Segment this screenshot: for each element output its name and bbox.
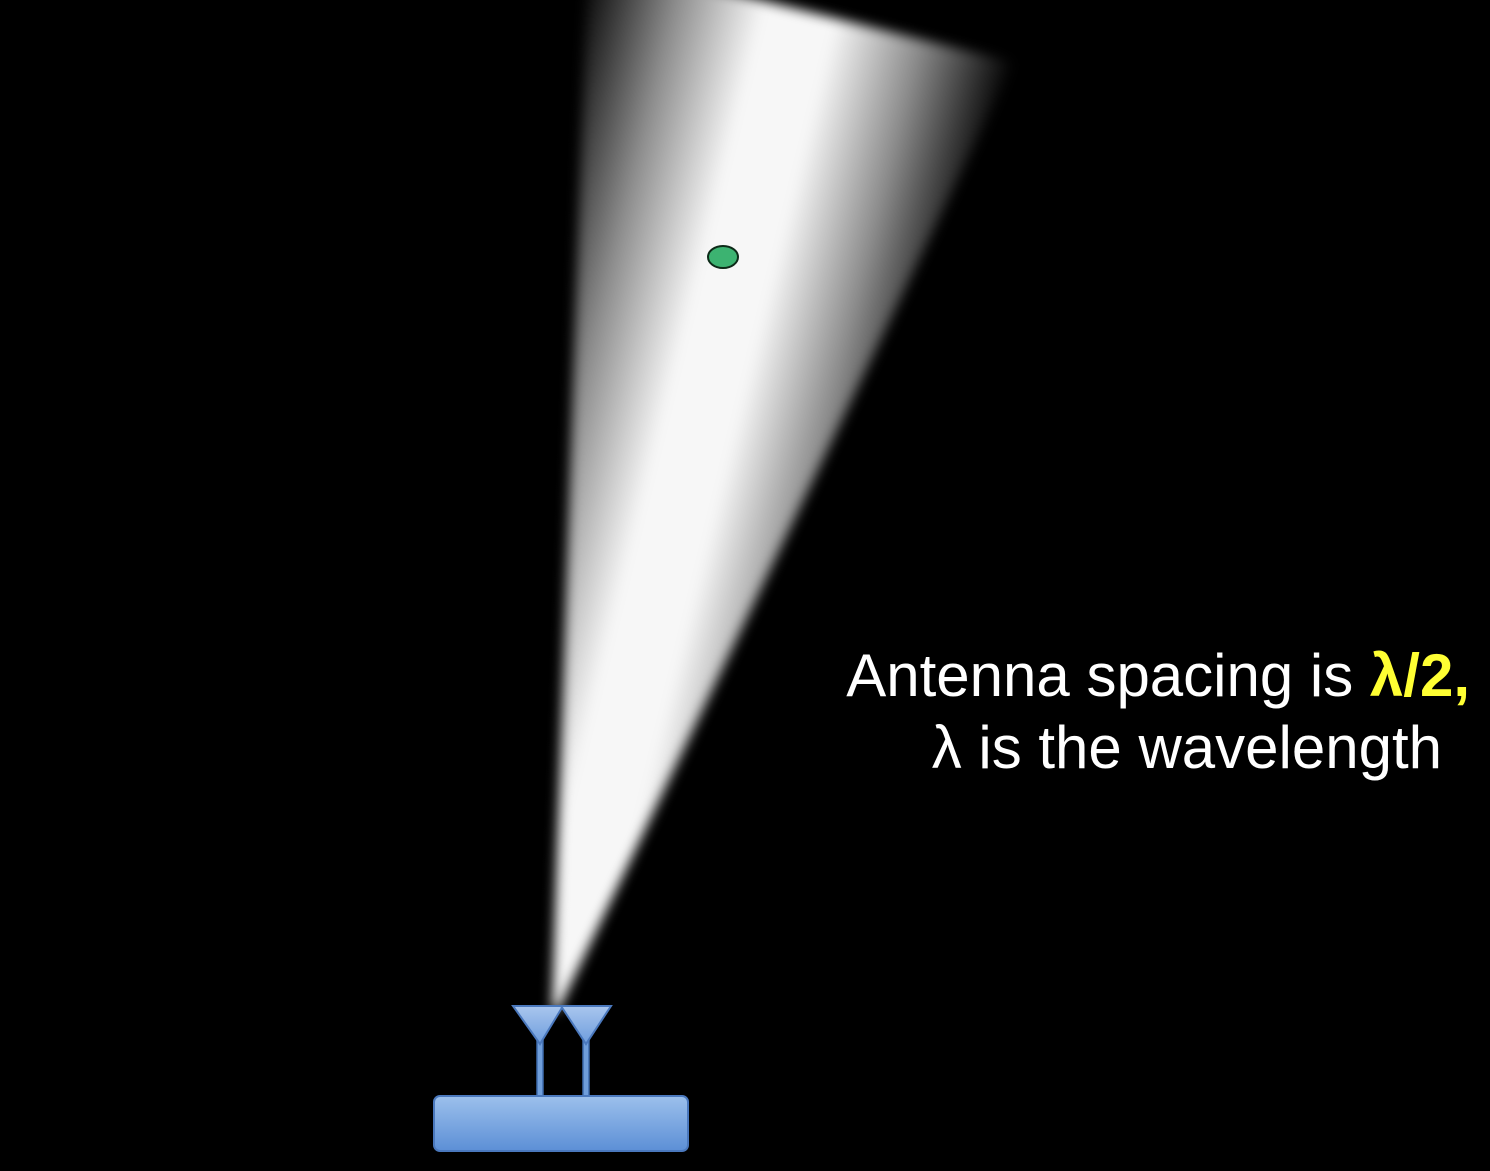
transmitter-base-icon xyxy=(433,1095,689,1152)
caption-line-1: Antenna spacing is λ/2, xyxy=(620,640,1470,712)
antenna-spacing-caption: Antenna spacing is λ/2, λ is the wavelen… xyxy=(620,640,1470,784)
beam-cone xyxy=(552,0,1015,1011)
target-dot-icon xyxy=(707,245,739,269)
antenna-feed-edges xyxy=(536,1040,590,1098)
antenna-icon xyxy=(511,1005,565,1046)
caption-line-2: λ is the wavelength xyxy=(931,714,1442,781)
caption-line-1-text: Antenna spacing is xyxy=(846,642,1370,709)
antenna-feed-lines xyxy=(537,1040,589,1098)
antenna-icon xyxy=(559,1005,613,1046)
wavelength-fraction-highlight: λ/2, xyxy=(1369,642,1470,709)
